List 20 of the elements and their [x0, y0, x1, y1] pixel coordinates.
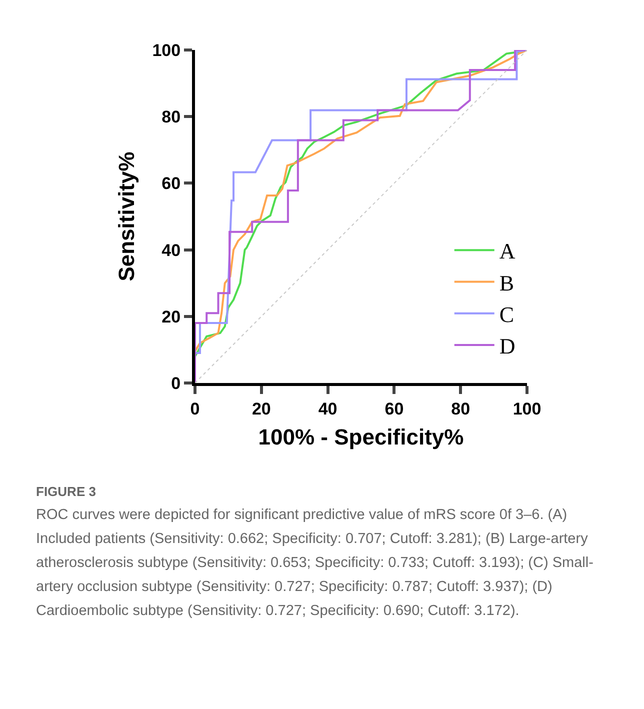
- caption: FIGURE 3: [36, 484, 97, 499]
- x-tick-label: 100: [512, 399, 542, 418]
- legend-label: D: [499, 334, 516, 359]
- y-tick-label: 20: [162, 307, 181, 326]
- legend-label: A: [499, 238, 516, 264]
- x-tick-label: 40: [318, 399, 338, 418]
- y-tick-label: 100: [152, 40, 181, 60]
- text: ROC curves were depicted for significant predictive value of mRS score 0f 3–6. (A) Included patients (Sensitivity: 0.662; Specificity: 0.707; Cutoff: 3.281); (B) Large-artery atherosclerosis subtype (Sensitivity: 0.653; Specificity: 0.733; Cutoff: 3.193); (C) Small-artery occlusion subtype (Sensitivity: 0.727; Specificity: 0.787; Cutoff: 3.937); (D) Cardioembolic subtype (Sensitivity: 0.727; Specificity: 0.690; Cutoff: 3.172).: [36, 506, 594, 621]
- y-tick-label: 80: [162, 108, 181, 127]
- x-tick-label: 60: [384, 399, 404, 418]
- x-tick-label: 20: [252, 399, 271, 418]
- y-tick-label: 40: [162, 240, 181, 260]
- y-tick-label: 0: [171, 374, 181, 393]
- legend-label: C: [499, 302, 514, 327]
- x-axis-title: 100% - Specificity%: [258, 424, 464, 450]
- x-tick-label: 0: [190, 399, 200, 418]
- y-axis-title: Sensitivity%: [114, 152, 140, 282]
- x-tick-label: 80: [451, 399, 470, 418]
- legend-label: B: [499, 270, 514, 296]
- y-tick-label: 60: [162, 174, 181, 194]
